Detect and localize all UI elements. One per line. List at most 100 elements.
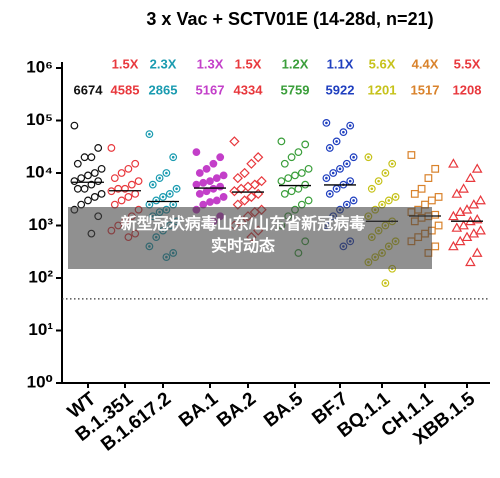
point <box>297 200 306 209</box>
point-ring <box>364 153 373 162</box>
point <box>349 196 358 205</box>
point-ring <box>384 196 393 205</box>
point-ring <box>152 196 161 205</box>
point <box>451 222 463 232</box>
point <box>131 159 140 168</box>
fold-label: 5.5X <box>454 56 481 71</box>
point <box>124 164 133 173</box>
point <box>424 174 433 182</box>
point <box>458 219 469 230</box>
point <box>448 210 459 221</box>
overlay-banner <box>68 207 432 269</box>
point <box>97 189 106 198</box>
point <box>114 184 123 193</box>
point-ring <box>339 128 348 137</box>
point <box>239 195 250 206</box>
point <box>199 200 208 209</box>
point-dot <box>345 162 349 166</box>
point <box>280 189 289 198</box>
point <box>364 153 373 162</box>
point-dot <box>348 124 352 127</box>
point <box>209 184 218 193</box>
point-ring <box>388 159 397 168</box>
point <box>468 228 480 238</box>
point <box>94 144 103 152</box>
point-dot <box>367 155 370 159</box>
x-tick-label: BA.2 <box>213 388 260 431</box>
point <box>329 169 338 177</box>
point <box>384 196 393 205</box>
x-tick-label: BA.5 <box>260 388 307 431</box>
point <box>332 137 341 146</box>
y-tick-label: 10⁴ <box>26 162 53 181</box>
point <box>199 178 208 187</box>
point-dot <box>151 183 155 186</box>
point <box>90 169 99 177</box>
point <box>253 152 264 163</box>
point <box>461 231 473 242</box>
point-dot <box>148 203 151 206</box>
gmt-label: 5922 <box>326 82 355 97</box>
point <box>216 182 225 191</box>
point <box>431 164 440 173</box>
point <box>280 159 289 168</box>
point <box>87 153 96 162</box>
point-dot <box>325 121 328 125</box>
point-ring <box>336 164 344 173</box>
point-dot <box>390 162 394 166</box>
point <box>294 148 303 157</box>
gmt-label: 6674 <box>74 82 104 97</box>
point-ring <box>325 144 334 152</box>
point-dot <box>342 130 345 134</box>
gmt-label: 4585 <box>111 82 140 97</box>
point-ring <box>349 196 358 205</box>
point <box>134 177 143 186</box>
point <box>73 159 82 168</box>
x-tick-label: BA.1 <box>175 388 222 431</box>
point-dot <box>171 155 175 159</box>
point-dot <box>370 187 374 191</box>
point-dot <box>325 176 328 180</box>
point <box>212 174 221 182</box>
point-ring <box>325 189 334 198</box>
point <box>162 169 171 177</box>
point <box>346 177 355 186</box>
point-dot <box>165 171 168 175</box>
point <box>291 171 299 180</box>
point <box>90 193 99 201</box>
point <box>322 119 331 127</box>
point <box>339 128 348 137</box>
point <box>374 177 383 186</box>
point <box>458 183 469 193</box>
gmt-label: 1517 <box>411 82 440 97</box>
point <box>284 174 293 182</box>
point <box>410 189 419 198</box>
point <box>206 198 214 206</box>
point <box>145 130 154 139</box>
point <box>475 194 486 205</box>
point <box>451 188 463 198</box>
y-tick-label: 10² <box>28 267 53 286</box>
y-tick-label: 10⁰ <box>27 372 53 391</box>
fold-label: 5.6X <box>369 56 396 71</box>
gmt-label: 5167 <box>196 82 225 97</box>
point-ring <box>346 121 355 130</box>
point-dot <box>331 171 335 175</box>
gmt-label: 2865 <box>149 82 178 97</box>
fold-label: 1.3X <box>197 56 224 71</box>
point <box>246 158 257 169</box>
point <box>434 193 443 201</box>
point <box>131 189 140 198</box>
point <box>301 180 310 189</box>
point <box>206 177 214 186</box>
point <box>77 174 86 182</box>
point <box>378 200 386 209</box>
point-ring <box>349 153 358 162</box>
point <box>349 153 358 162</box>
y-tick-label: 10⁵ <box>26 110 53 129</box>
point <box>407 151 416 159</box>
point <box>448 240 459 251</box>
point <box>192 180 201 189</box>
point <box>471 213 483 224</box>
point <box>195 169 204 177</box>
